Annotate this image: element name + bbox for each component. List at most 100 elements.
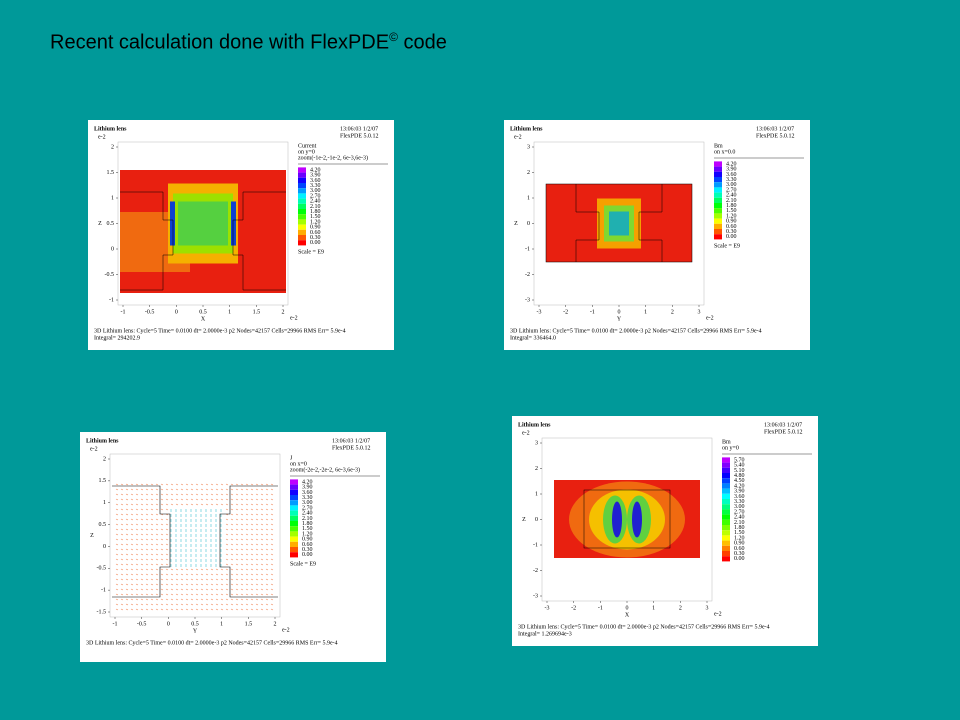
vector bbox=[115, 523, 119, 526]
vector bbox=[180, 593, 184, 596]
vector bbox=[130, 513, 134, 516]
vector bbox=[140, 568, 144, 571]
vector bbox=[180, 583, 184, 586]
vector bbox=[240, 498, 244, 501]
legend-value: 1.20 bbox=[726, 213, 737, 219]
vector bbox=[250, 568, 254, 571]
version: FlexPDE 5.0.12 bbox=[340, 133, 379, 139]
vector bbox=[245, 588, 249, 591]
outline bbox=[120, 191, 174, 291]
x-tick-label: 1 bbox=[228, 309, 231, 315]
title-text: Recent calculation done with FlexPDE bbox=[50, 31, 390, 54]
vector bbox=[160, 543, 164, 546]
vector bbox=[165, 583, 169, 586]
vector bbox=[270, 558, 274, 561]
vector bbox=[270, 563, 274, 566]
vector bbox=[165, 528, 169, 531]
legend-value: 1.80 bbox=[310, 209, 321, 215]
vector bbox=[195, 498, 199, 501]
vector bbox=[195, 593, 199, 596]
y-tick-label: -2 bbox=[525, 272, 530, 278]
legend-on: on x=0.0 bbox=[714, 149, 735, 155]
legend-value: 2.70 bbox=[726, 187, 737, 193]
y-axis-label: Z bbox=[514, 221, 518, 227]
vector bbox=[190, 603, 194, 606]
vector bbox=[215, 493, 219, 496]
vector bbox=[140, 498, 144, 501]
vector bbox=[160, 563, 164, 566]
axis-exponent: e-2 bbox=[98, 134, 106, 140]
vector bbox=[160, 548, 164, 551]
vector bbox=[150, 598, 154, 601]
legend-value: 2.70 bbox=[734, 509, 745, 515]
vector bbox=[220, 598, 224, 601]
vector bbox=[130, 533, 134, 536]
vector bbox=[250, 508, 254, 511]
vector bbox=[180, 603, 184, 606]
vector bbox=[240, 548, 244, 551]
vector bbox=[225, 578, 229, 581]
vector bbox=[120, 513, 124, 516]
vector bbox=[150, 503, 154, 506]
legend-value: 3.60 bbox=[310, 178, 321, 184]
vector bbox=[245, 553, 249, 556]
vector bbox=[115, 543, 119, 546]
vector bbox=[210, 593, 214, 596]
vector bbox=[205, 483, 209, 486]
legend-value: 3.00 bbox=[734, 504, 745, 510]
vector bbox=[160, 598, 164, 601]
vector bbox=[225, 483, 229, 486]
y-tick-label: 3 bbox=[535, 440, 538, 446]
vector bbox=[130, 518, 134, 521]
vector bbox=[215, 593, 219, 596]
vector bbox=[150, 588, 154, 591]
vector bbox=[235, 598, 239, 601]
legend-swatch bbox=[714, 223, 722, 229]
vector bbox=[260, 483, 264, 486]
vector bbox=[150, 553, 154, 556]
vector bbox=[255, 533, 259, 536]
vector bbox=[155, 593, 159, 596]
vector bbox=[175, 573, 179, 576]
run-date: 13:06:03 1/2/07 bbox=[332, 438, 370, 444]
vector bbox=[120, 608, 124, 611]
vector bbox=[200, 568, 204, 571]
vector bbox=[255, 523, 259, 526]
vector bbox=[185, 578, 189, 581]
y-tick-label: 2 bbox=[103, 456, 106, 462]
legend-swatch bbox=[298, 198, 306, 204]
vector bbox=[240, 568, 244, 571]
vector bbox=[235, 603, 239, 606]
vector bbox=[265, 598, 269, 601]
legend-value: 3.90 bbox=[302, 485, 313, 491]
vector bbox=[170, 588, 174, 591]
vector bbox=[215, 608, 219, 611]
vector bbox=[225, 528, 229, 531]
plot-header: Lithium lens bbox=[94, 126, 127, 132]
vector bbox=[175, 483, 179, 486]
y-tick-label: 0 bbox=[527, 221, 530, 227]
vector bbox=[150, 523, 154, 526]
vector bbox=[225, 573, 229, 576]
vector bbox=[150, 493, 154, 496]
y-tick-label: 1.5 bbox=[99, 478, 107, 484]
legend-swatch bbox=[298, 193, 306, 199]
vector bbox=[160, 523, 164, 526]
y-tick-label: -1.5 bbox=[97, 609, 107, 615]
outline bbox=[575, 184, 600, 262]
outline bbox=[583, 489, 671, 549]
vector bbox=[230, 498, 234, 501]
vector bbox=[175, 493, 179, 496]
vector bbox=[255, 588, 259, 591]
vector bbox=[135, 578, 139, 581]
vector bbox=[260, 578, 264, 581]
vector bbox=[165, 503, 169, 506]
x-tick-label: -0.5 bbox=[145, 309, 155, 315]
vector bbox=[175, 593, 179, 596]
copyright: © bbox=[389, 30, 398, 44]
vector bbox=[195, 483, 199, 486]
vector bbox=[250, 553, 254, 556]
vector bbox=[235, 558, 239, 561]
legend-swatch bbox=[722, 540, 730, 546]
